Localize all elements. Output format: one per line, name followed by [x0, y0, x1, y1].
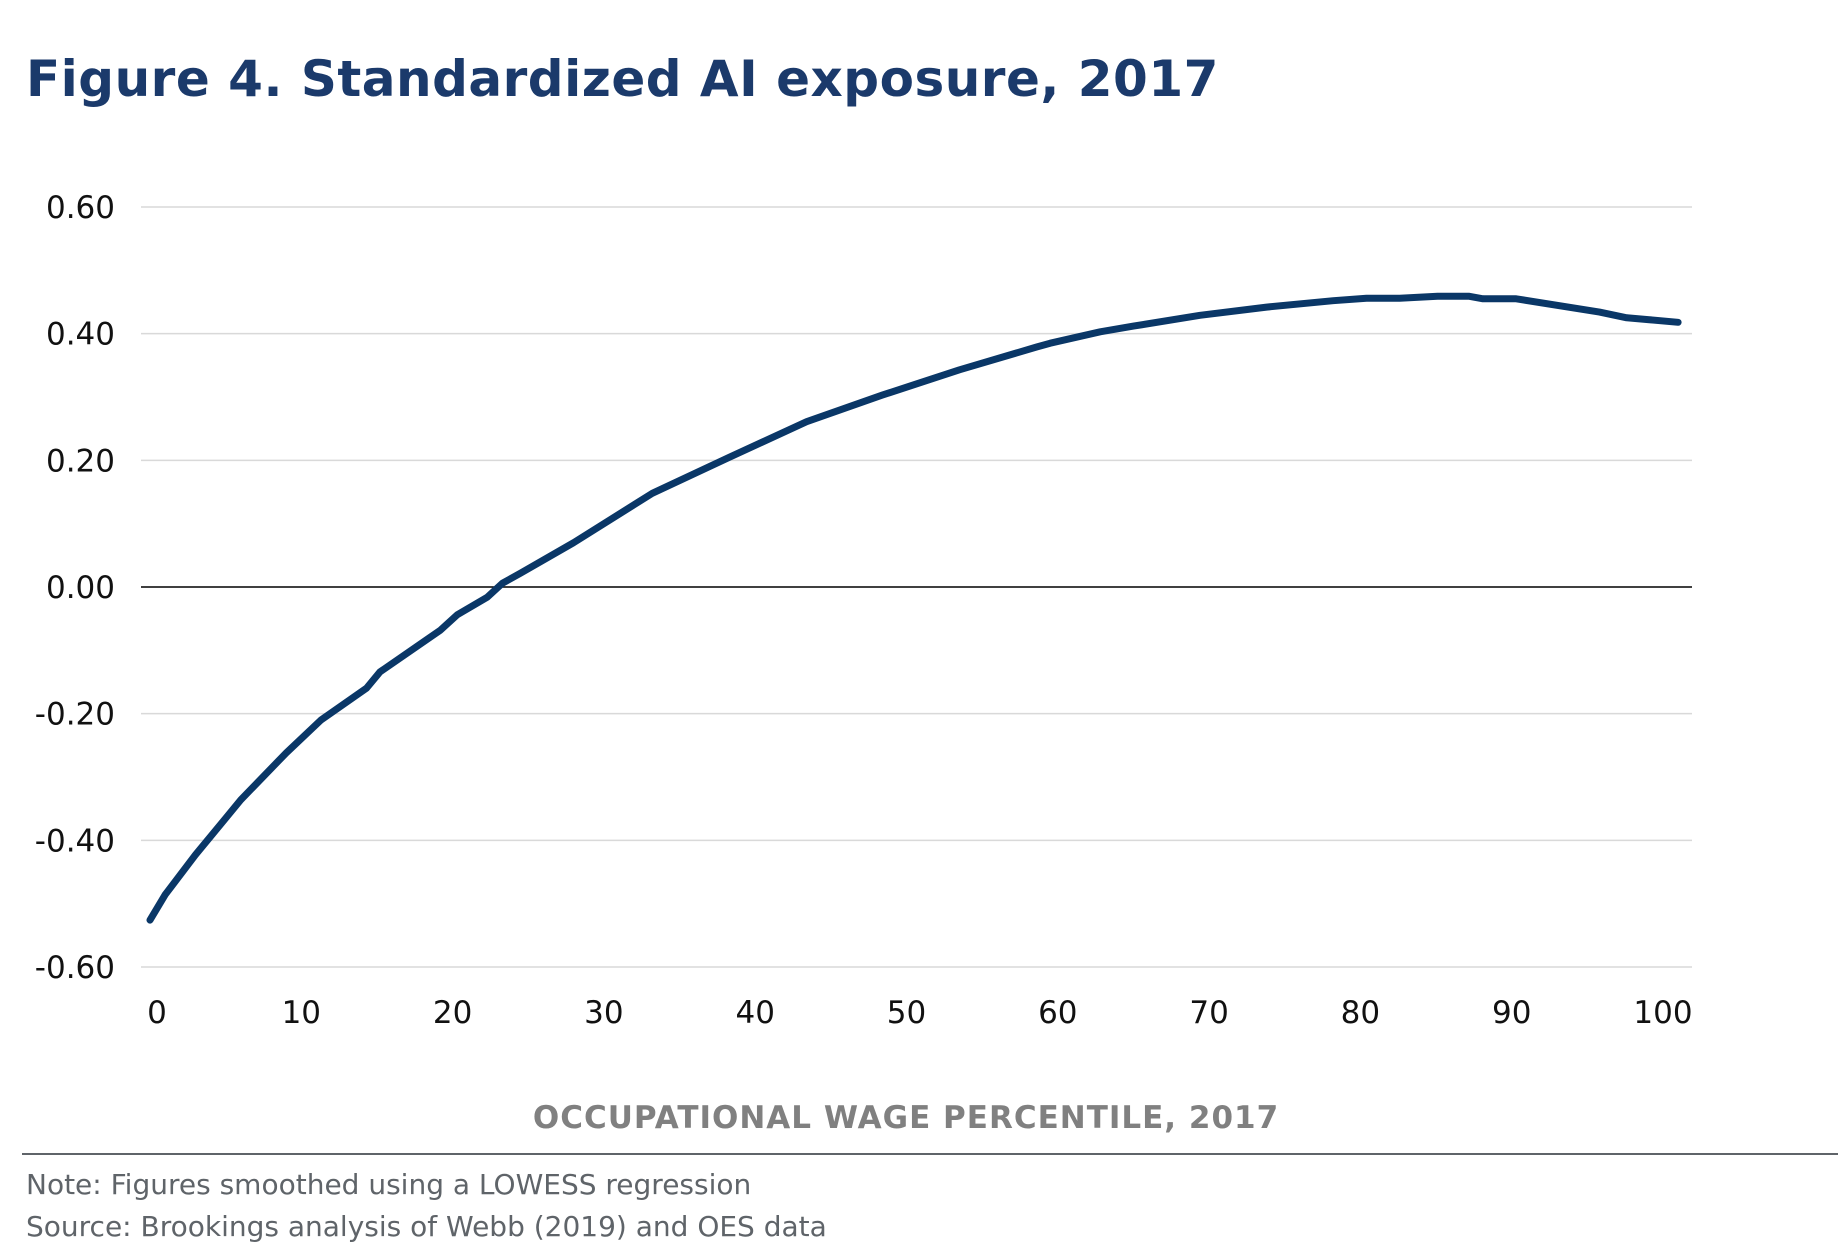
x-tick-label: 70 [1189, 995, 1228, 1031]
x-axis-title: OCCUPATIONAL WAGE PERCENTILE, 2017 [533, 1100, 1279, 1136]
x-tick-label: 60 [1038, 995, 1077, 1031]
chart-title: Figure 4. Standardized AI exposure, 2017 [26, 50, 1219, 108]
x-tick-label: 100 [1633, 995, 1692, 1031]
x-tick-label: 40 [735, 995, 774, 1031]
y-tick-label: 0.60 [46, 190, 115, 226]
series-layer [146, 292, 1682, 924]
y-tick-label: 0.00 [46, 570, 115, 606]
footer-note: Note: Figures smoothed using a LOWESS re… [26, 1168, 752, 1201]
x-tick-label: 90 [1492, 995, 1531, 1031]
x-tick-label: 50 [887, 995, 926, 1031]
x-tick-label: 80 [1341, 995, 1380, 1031]
series-line [146, 292, 1682, 924]
y-tick-label: -0.40 [35, 823, 115, 859]
footer-source: Source: Brookings analysis of Webb (2019… [26, 1210, 827, 1243]
x-tick-label: 30 [584, 995, 623, 1031]
gridlines [141, 206, 1692, 968]
y-tick-label: -0.20 [35, 697, 115, 733]
x-axis-ticks: 0 10 20 30 40 50 60 70 80 90 100 [147, 995, 1692, 1031]
line-chart: 0.60 0.40 0.20 0.00 -0.20 -0.40 -0.60 0 10 20 30 4… [35, 190, 1693, 1136]
footer-divider [22, 1153, 1838, 1155]
y-tick-label: -0.60 [35, 950, 115, 986]
y-tick-label: 0.40 [46, 317, 115, 353]
x-tick-label: 0 [147, 995, 167, 1031]
x-tick-label: 10 [282, 995, 321, 1031]
y-tick-label: 0.20 [46, 443, 115, 479]
y-axis-ticks: 0.60 0.40 0.20 0.00 -0.20 -0.40 -0.60 [35, 190, 115, 986]
x-tick-label: 20 [433, 995, 472, 1031]
